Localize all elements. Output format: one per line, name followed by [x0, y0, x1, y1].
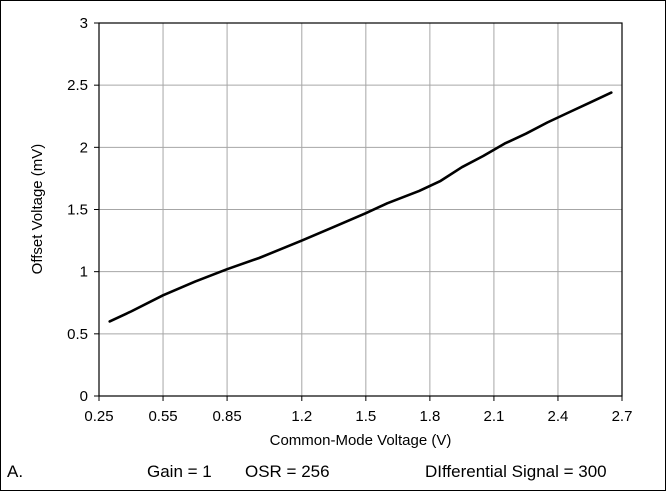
axis-ticks: 0.25 0.55 0.85 1.2 1.5 1.8 2.1 2.4 2.7 0 0.5 1 1.5 2 2…: [67, 15, 632, 425]
y-tick-label: 2: [80, 139, 88, 156]
x-axis-label: Common-Mode Voltage (V): [270, 432, 452, 449]
x-tick-label: 0.25: [84, 408, 113, 425]
x-tick-label: 1.5: [355, 408, 376, 425]
x-tick-label: 2.1: [483, 408, 504, 425]
series-line: [108, 91, 613, 323]
y-tick-label: 0.5: [67, 326, 88, 343]
y-axis-label: Offset Voltage (mV): [29, 144, 46, 275]
differential-signal-label: DIfferential Signal = 300: [425, 462, 607, 481]
y-tick-label: 0: [80, 388, 88, 405]
y-tick-label: 1: [80, 264, 88, 281]
x-tick-label: 2.7: [612, 408, 633, 425]
series-layer: [108, 91, 613, 323]
y-tick-label: 2.5: [67, 77, 88, 94]
x-tick-label: 0.55: [148, 408, 177, 425]
x-tick-label: 2.4: [548, 408, 569, 425]
y-tick-label: 1.5: [67, 202, 88, 219]
x-tick-label: 1.8: [419, 408, 440, 425]
gain-label: Gain = 1: [147, 462, 212, 481]
figure-label: A.: [7, 462, 24, 481]
x-tick-label: 1.2: [291, 408, 312, 425]
osr-label: OSR = 256: [245, 462, 330, 481]
y-tick-label: 3: [80, 15, 88, 32]
line-chart: 0.25 0.55 0.85 1.2 1.5 1.8 2.1 2.4 2.7 0 0.5 1 1.5 2 2…: [29, 15, 632, 449]
x-tick-label: 0.85: [212, 408, 241, 425]
figure-caption: A. Gain = 1 OSR = 256 DIfferential Signa…: [1, 456, 665, 486]
grid-lines: [99, 23, 622, 396]
